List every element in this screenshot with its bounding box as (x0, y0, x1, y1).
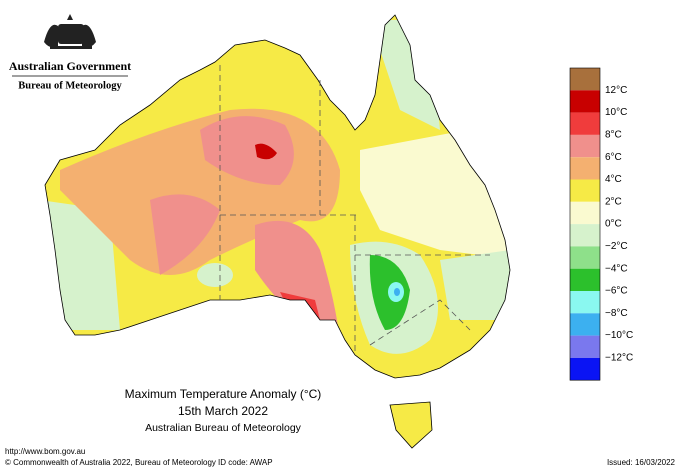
legend-swatch (570, 246, 600, 269)
footer-issued: Issued: 16/03/2022 (607, 458, 676, 467)
legend-swatch (570, 157, 600, 180)
legend-swatch (570, 291, 600, 314)
legend-label: −10°C (605, 330, 633, 341)
map-date: 15th March 2022 (178, 404, 268, 418)
legend-swatch (570, 335, 600, 358)
legend-swatch (570, 224, 600, 247)
legend-label: −6°C (605, 286, 628, 297)
footer-url: http://www.bom.gov.au (5, 447, 85, 456)
legend-swatch (570, 90, 600, 113)
legend-swatch (570, 201, 600, 225)
state-borders (219, 65, 490, 355)
legend: 12°C 10°C 8°C 6°C 4°C 2°C 0°C −2°C −4°C −6°C −8°C −… (569, 67, 633, 381)
legend-swatch (570, 134, 600, 158)
legend-label: 6°C (605, 152, 622, 163)
legend-label: 8°C (605, 130, 622, 141)
legend-label: −12°C (605, 353, 633, 364)
legend-label: −2°C (605, 241, 628, 252)
legend-label: 10°C (605, 107, 627, 118)
legend-swatch (570, 268, 600, 291)
legend-swatch (570, 179, 600, 202)
legend-swatch (570, 68, 600, 91)
legend-label: −8°C (605, 308, 628, 319)
coat-of-arms (44, 14, 96, 49)
legend-swatch (570, 357, 600, 381)
legend-label: 2°C (605, 196, 622, 207)
footer-id: ID code: AWAP (218, 458, 273, 467)
legend-label: 4°C (605, 174, 622, 185)
government-name: Australian Government (9, 59, 131, 73)
tasmania (389, 401, 433, 449)
legend-swatch (570, 112, 600, 135)
agency-name: Bureau of Meteorology (18, 80, 122, 91)
map-title: Maximum Temperature Anomaly (°C) (125, 387, 322, 401)
legend-label: −4°C (605, 263, 628, 274)
legend-label: 12°C (605, 85, 627, 96)
legend-frame (569, 67, 601, 381)
footer-copyright: © Commonwealth of Australia 2022, Bureau… (5, 458, 216, 467)
legend-swatch (570, 313, 600, 336)
legend-label: 0°C (605, 219, 622, 230)
coastline (44, 14, 511, 379)
map-source: Australian Bureau of Meteorology (145, 422, 302, 434)
